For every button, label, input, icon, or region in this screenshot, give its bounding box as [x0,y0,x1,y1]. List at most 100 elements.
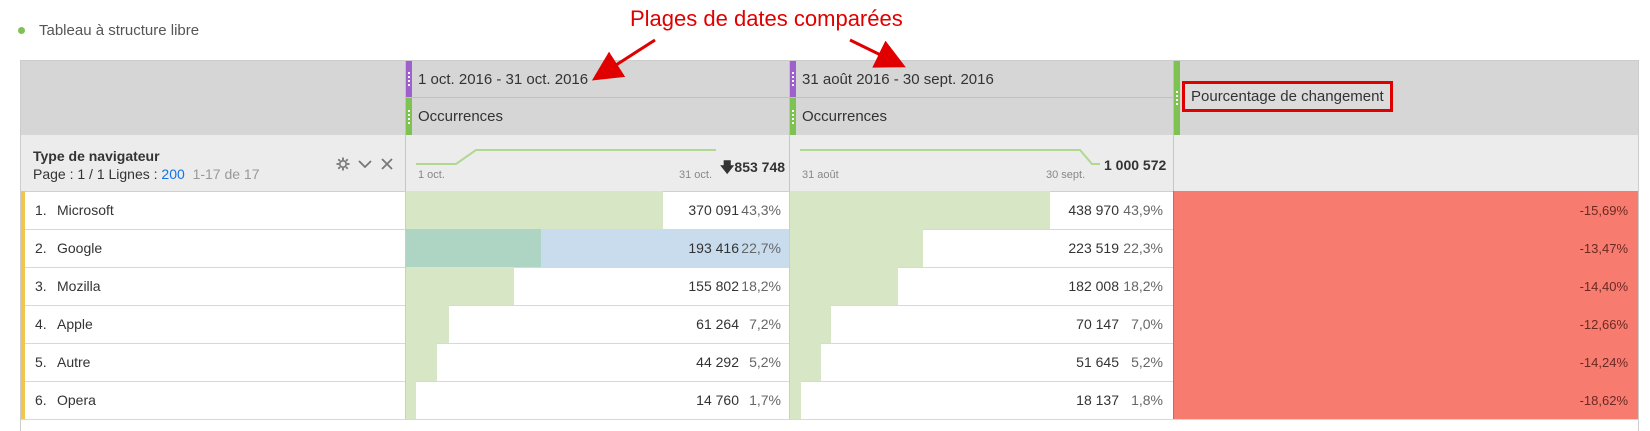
metric-cell-2[interactable]: 18 137 1,8% [789,381,1173,419]
metric-value: 44 292 [696,354,739,370]
date-range-header-2[interactable]: 31 août 2016 - 30 sept. 2016 [790,61,1173,98]
metric-cell-2[interactable]: 70 147 7,0% [789,305,1173,343]
dimension-item-cell[interactable]: 4. Apple [21,305,405,343]
drag-handle-icon[interactable] [790,61,796,97]
column-header-2[interactable]: 31 août 2016 - 30 sept. 2016 Occurrences [789,61,1173,135]
metric-bar [790,343,821,381]
row-marker [21,229,25,267]
metric-header-1[interactable]: Occurrences [406,98,789,135]
metric-percent: 22,7% [741,240,781,256]
dimension-tools [336,157,394,171]
metric-cell-1[interactable]: 14 760 1,7% [405,381,789,419]
close-icon[interactable] [380,157,394,171]
change-value: -14,40% [1579,278,1628,294]
dimension-item-label[interactable]: 5. Autre [35,343,90,381]
table-row[interactable]: 5. Autre 44 292 5,2% 51 645 5,2% -14,24% [21,343,1638,382]
metric-percent: 1,7% [749,392,781,408]
metric-percent: 1,8% [1131,392,1163,408]
metric-label: Occurrences [802,108,888,125]
metric-cell-2[interactable]: 51 645 5,2% [789,343,1173,381]
metric-bar [406,305,449,343]
sparkline-end-label: 31 oct. [679,169,713,181]
metric-cell-2[interactable]: 438 970 43,9% [789,191,1173,229]
metric-cell-1[interactable]: 155 802 18,2% [405,267,789,305]
change-value: -18,62% [1579,392,1628,408]
metric-percent: 7,2% [749,316,781,332]
dimension-item-cell[interactable]: 2. Google [21,229,405,267]
row-rank: 5. [35,354,47,370]
row-marker [21,381,25,419]
gear-icon[interactable] [336,157,350,171]
chevron-down-icon[interactable] [358,157,372,171]
dimension-item-cell[interactable]: 6. Opera [21,381,405,419]
table-row[interactable]: 6. Opera 14 760 1,7% 18 137 1,8% -18,62% [21,381,1638,420]
row-name: Microsoft [57,202,114,218]
drag-handle-icon[interactable] [1174,61,1180,135]
pagination-info: Page : 1 / 1 Lignes : 200 1-17 de 17 [33,166,260,182]
change-value: -14,24% [1579,354,1628,370]
metric-percent: 5,2% [1131,354,1163,370]
rows-per-page-link[interactable]: 200 [161,166,185,182]
metric-value: 223 519 [1068,240,1119,256]
metric-bar [790,267,898,305]
change-value: -12,66% [1579,316,1628,332]
table-header: 1 oct. 2016 - 31 oct. 2016 Occurrences 3… [21,61,1638,136]
annotation-title: Plages de dates comparées [630,6,903,31]
dimension-item-label[interactable]: 2. Google [35,229,102,267]
dimension-item-label[interactable]: 4. Apple [35,305,93,343]
metric-bar [406,191,663,229]
change-column-header[interactable]: Pourcentage de changement [1173,61,1638,135]
table-row[interactable]: 4. Apple 61 264 7,2% 70 147 7,0% -12,66% [21,305,1638,344]
table-row[interactable]: 1. Microsoft 370 091 43,3% 438 970 43,9% … [21,191,1638,230]
drag-handle-icon[interactable] [790,98,796,135]
down-arrow-icon: 🡇 [720,159,735,175]
date-range-header-1[interactable]: 1 oct. 2016 - 31 oct. 2016 [406,61,789,98]
dimension-item-label[interactable]: 3. Mozilla [35,267,101,305]
metric-cell-1[interactable]: 61 264 7,2% [405,305,789,343]
metric-value: 51 645 [1076,354,1119,370]
metric-value: 61 264 [696,316,739,332]
change-cell[interactable]: -12,66% [1173,305,1638,343]
table-row[interactable]: 2. Google 193 416 22,7% 223 519 22,3% -13… [21,229,1638,268]
row-name: Mozilla [57,278,101,294]
metric-header-2[interactable]: Occurrences [790,98,1173,135]
dimension-summary-row: Type de navigateur Page : 1 / 1 Lignes :… [21,135,1638,192]
metric-cell-1[interactable]: 44 292 5,2% [405,343,789,381]
sparkline-end-label: 30 sept. [1046,169,1086,181]
change-cell[interactable]: -14,40% [1173,267,1638,305]
row-name: Google [57,240,103,256]
dimension-item-label[interactable]: 6. Opera [35,381,96,419]
drag-handle-icon[interactable] [406,61,412,97]
column-header-1[interactable]: 1 oct. 2016 - 31 oct. 2016 Occurrences [405,61,789,135]
dimension-item-cell[interactable]: 5. Autre [21,343,405,381]
change-cell[interactable]: -15,69% [1173,191,1638,229]
row-marker [21,191,25,229]
drag-handle-icon[interactable] [406,98,412,135]
dimension-item-label[interactable]: 1. Microsoft [35,191,114,229]
metric-cell-1[interactable]: 370 091 43,3% [405,191,789,229]
metric-value: 370 091 [688,202,739,218]
date-range-label: 1 oct. 2016 - 31 oct. 2016 [418,70,589,88]
metric-value: 193 416 [688,240,739,256]
dimension-name[interactable]: Type de navigateur [33,148,160,164]
metric-bar [406,267,514,305]
row-rank: 6. [35,392,47,408]
row-rank: 2. [35,240,47,256]
row-marker [21,343,25,381]
metric-value: 155 802 [688,278,739,294]
metric-percent: 43,9% [1123,202,1163,218]
row-name: Opera [57,392,96,408]
panel-title[interactable]: Tableau à structure libre [39,21,200,39]
row-rank: 4. [35,316,47,332]
dimension-item-cell[interactable]: 1. Microsoft [21,191,405,229]
date-range-label: 31 août 2016 - 30 sept. 2016 [802,70,994,88]
dimension-item-cell[interactable]: 3. Mozilla [21,267,405,305]
change-cell[interactable]: -14,24% [1173,343,1638,381]
metric-cell-2[interactable]: 182 008 18,2% [789,267,1173,305]
metric-cell-1[interactable]: 193 416 22,7% [405,229,789,267]
change-cell[interactable]: -13,47% [1173,229,1638,267]
change-cell[interactable]: -18,62% [1173,381,1638,419]
metric-cell-2[interactable]: 223 519 22,3% [789,229,1173,267]
table-row[interactable]: 3. Mozilla 155 802 18,2% 182 008 18,2% -1… [21,267,1638,306]
